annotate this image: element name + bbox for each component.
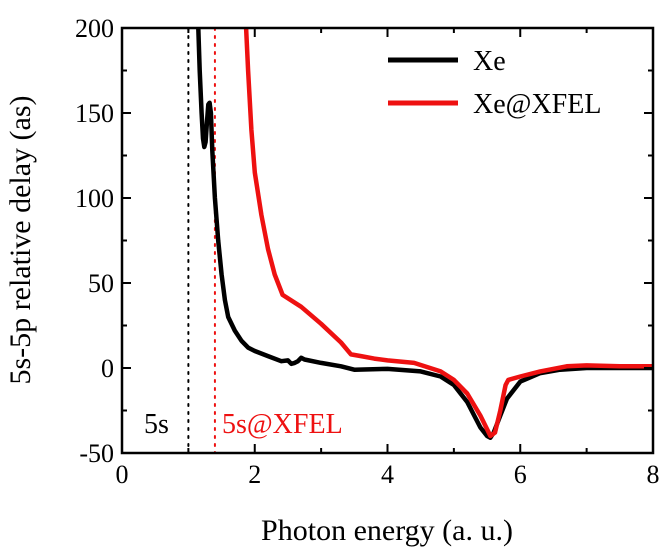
y-tick-label-4: 150 bbox=[75, 99, 114, 128]
series-lines bbox=[196, 28, 653, 440]
legend-label-xe-xfel: Xe@XFEL bbox=[473, 89, 601, 120]
x-tick-label-2: 4 bbox=[381, 460, 394, 489]
x-tick-label-0: 0 bbox=[116, 460, 129, 489]
y-axis-title: 5s-5p relative delay (as) bbox=[4, 95, 37, 384]
legend: Xe Xe@XFEL bbox=[388, 46, 601, 120]
threshold-label-5s: 5s bbox=[144, 409, 169, 440]
series-line-1 bbox=[243, 28, 653, 439]
y-tick-label-3: 100 bbox=[75, 184, 114, 213]
y-tick-label-1: 0 bbox=[101, 354, 114, 383]
y-tick-label-2: 50 bbox=[88, 269, 114, 298]
threshold-label-5s-xfel: 5s@XFEL bbox=[222, 409, 343, 440]
y-tick-label-0: -50 bbox=[79, 439, 114, 468]
legend-label-xe: Xe bbox=[473, 46, 506, 77]
x-tick-label-4: 8 bbox=[647, 460, 660, 489]
threshold-lines bbox=[187, 28, 216, 453]
y-tick-label-5: 200 bbox=[75, 14, 114, 43]
x-axis-title: Photon energy (a. u.) bbox=[261, 514, 513, 547]
x-tick-label-1: 2 bbox=[248, 460, 261, 489]
x-tick-label-3: 6 bbox=[514, 460, 527, 489]
